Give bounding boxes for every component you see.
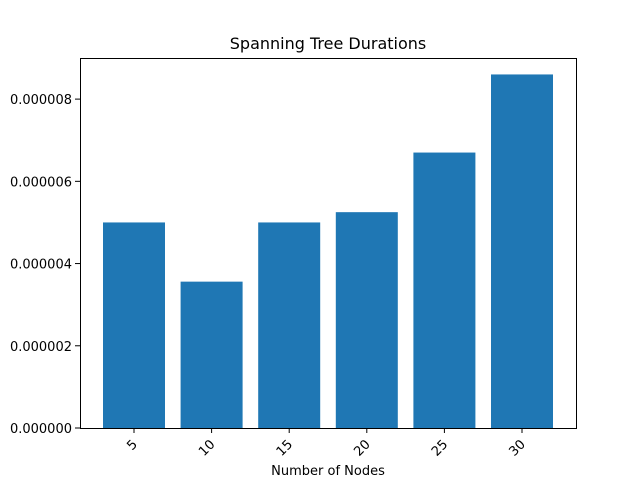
bar-15 [258,222,321,428]
y-tick-label: 0.000004 [10,258,72,273]
y-tick-label: 0.000000 [10,422,72,437]
plot-frame [80,58,577,429]
x-tick-label: 30 [507,437,529,459]
bars-group [103,74,553,429]
x-axis: 5 10 15 20 25 30 [124,428,529,460]
bar-10 [180,281,243,428]
x-tick-label: 25 [429,437,451,459]
x-tick-label: 15 [274,437,296,459]
x-tick-label: 10 [196,437,218,459]
y-axis: 0.000000 0.000002 0.000004 0.000006 0.000008 [10,93,80,437]
bar-25 [413,152,476,429]
x-tick-label: 20 [351,437,373,459]
y-tick-label: 0.000008 [10,93,72,108]
bar-30 [491,74,553,428]
chart-title: Spanning Tree Durations [230,34,426,53]
x-axis-label: Number of Nodes [271,464,385,479]
bar-5 [103,222,165,428]
y-tick-label: 0.000002 [10,340,72,355]
bar-20 [335,212,398,428]
x-tick-label: 5 [124,437,140,453]
y-tick-label: 0.000006 [10,175,72,190]
